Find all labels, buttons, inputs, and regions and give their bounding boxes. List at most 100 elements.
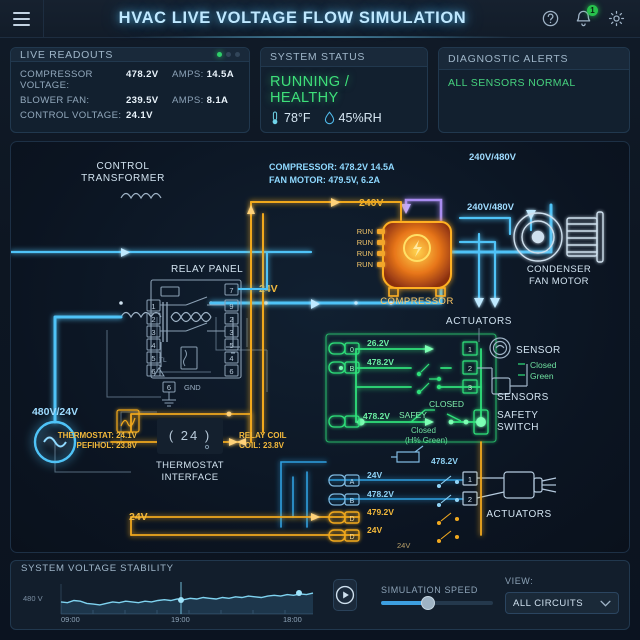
sensors-label: SENSORS [497, 392, 549, 403]
view-label: VIEW: [505, 576, 534, 586]
readout-label: COMPRESSOR VOLTAGE: [20, 69, 93, 91]
voltage-chart[interactable]: SYSTEM VOLTAGE STABILITY 480 V 09:00 19:… [21, 563, 321, 627]
compressor-terminal-label: RUN [357, 249, 373, 258]
thermometer-icon [272, 111, 278, 125]
diagnostic-alerts-body: ALL SENSORS NORMAL [439, 70, 629, 132]
relay-coil-label-1: RELAY COIL [239, 431, 287, 440]
compressor-label: COMPRESSOR [380, 296, 454, 307]
droplet-icon [324, 111, 334, 125]
branch-voltage: 478.2V [367, 357, 394, 367]
relay-terminal: 2 [151, 315, 155, 324]
branch-voltage: 478.2V [363, 411, 390, 421]
readout-row: COMPRESSOR VOLTAGE: 478.2V AMPS: 14.5A [20, 69, 240, 91]
actuator-terminal: 1 [468, 475, 472, 484]
sensor-terminal: 3 [468, 383, 472, 392]
thermostat-voltage-2: PEFIHOL: 23.8V [77, 441, 138, 450]
fan-motor-label-1: CONDENSER [527, 264, 591, 275]
help-circle-icon[interactable] [541, 9, 560, 28]
readout-amps-label: AMPS: [172, 69, 204, 80]
slider-knob[interactable] [421, 596, 435, 610]
lower-branch-voltage: 24V [367, 470, 382, 480]
alert-message: ALL SENSORS NORMAL [448, 77, 576, 89]
fan-motor-label-2: FAN MOTOR [529, 276, 589, 287]
system-status-panel: SYSTEM STATUS RUNNING / HEALTHY 78°F [260, 47, 428, 133]
simulation-speed-label: SIMULATION SPEED [381, 585, 478, 595]
system-status-header: SYSTEM STATUS [261, 48, 427, 67]
relay-terminal: 3 [151, 328, 155, 337]
chevron-down-icon [600, 600, 611, 607]
view-control: VIEW: ALL CIRCUITS [505, 576, 619, 614]
safety-sub-label-2: (H% Green) [405, 436, 448, 445]
thermostat-label-1: THERMOSTAT [156, 460, 224, 471]
diagnostic-alerts-title: DIAGNOSTIC ALERTS [448, 52, 569, 65]
branch-tag: 0 [350, 347, 354, 354]
chart-xtick: 18:00 [283, 615, 302, 622]
branch-tag: B [350, 366, 355, 373]
actuators-label-top: ACTUATORS [446, 316, 512, 327]
safety-closed-label: CLOSED [429, 399, 464, 409]
notification-badge: 1 [587, 5, 598, 16]
branch-voltage: 26.2V [367, 338, 390, 348]
safety-switch-label-1: SAFETY [497, 410, 538, 421]
sensor-terminal: 1 [468, 345, 472, 354]
humidity-reading: 45%RH [324, 111, 382, 125]
relay-terminal: 4 [229, 354, 233, 363]
system-status-body: RUNNING / HEALTHY 78°F 45%RH [261, 67, 427, 132]
readout-amps-value: 14.5A [206, 69, 234, 80]
relay-terminal: 4 [151, 341, 155, 350]
readout-label: CONTROL VOLTAGE: [20, 110, 122, 121]
safety-sub-label-1: Closed [411, 426, 436, 435]
thermostat-display: ( 24 ) [169, 428, 211, 443]
thermostat-label-2: INTERFACE [162, 472, 219, 483]
relay-coil-label-2: COIL: 23.8V [239, 441, 285, 450]
app-header: HVAC LIVE VOLTAGE FLOW SIMULATION 1 [0, 0, 640, 38]
lower-branch-voltage: 478.2V [431, 456, 458, 466]
chart-xtick: 09:00 [61, 615, 80, 622]
hamburger-icon[interactable] [0, 0, 44, 38]
relay-panel-label: RELAY PANEL [171, 264, 243, 275]
live-readouts-title: LIVE READOUTS [20, 48, 114, 61]
summary-panels: LIVE READOUTS COMPRESSOR VOLTAGE: 478.2V… [10, 47, 630, 133]
chart-marker [296, 590, 302, 596]
sensor-state-1: Closed [530, 360, 557, 370]
readout-amps-value: 8.1A [206, 95, 229, 106]
readout-value: 24.1V [126, 110, 153, 121]
relay-terminal: 5 [151, 354, 155, 363]
chart-ylabel: 480 V [23, 594, 43, 603]
control-voltage-label-bottom: 24V [129, 511, 148, 523]
temperature-reading: 78°F [270, 111, 311, 125]
diagnostic-alerts-panel: DIAGNOSTIC ALERTS ALL SENSORS NORMAL [438, 47, 630, 133]
lower-branch-voltage: 479.2V [367, 507, 394, 517]
chart-title: SYSTEM VOLTAGE STABILITY [21, 563, 174, 574]
status-dots [217, 52, 240, 57]
play-circle-icon [335, 585, 355, 605]
bell-icon[interactable]: 1 [574, 5, 598, 28]
footer-controls: SYSTEM VOLTAGE STABILITY 480 V 09:00 19:… [10, 560, 630, 630]
slider-fill [381, 601, 427, 605]
relay-gnd-terminal: 6 [167, 383, 171, 392]
live-readouts-panel: LIVE READOUTS COMPRESSOR VOLTAGE: 478.2V… [10, 47, 250, 133]
chart-area [61, 593, 313, 614]
relay-terminal: 1 [151, 302, 155, 311]
circuit-diagram[interactable]: TL CONTROL TRANSFORMER 480V/24V COMPRESS… [10, 141, 630, 553]
branch-tag: A [350, 479, 355, 486]
simulation-speed-slider[interactable] [381, 596, 493, 610]
safety-switch-label-2: SWITCH [497, 422, 539, 433]
readout-label: BLOWER FAN: [20, 95, 90, 106]
control-voltage-label-mid: 24V [259, 283, 278, 295]
temperature-value: 78°F [284, 111, 311, 125]
sensor-terminal: 2 [468, 364, 472, 373]
play-button[interactable] [333, 579, 357, 611]
branch-tag: D [349, 534, 354, 541]
header-actions: 1 [541, 5, 640, 28]
relay-gnd-label: GND [184, 383, 201, 392]
view-select[interactable]: ALL CIRCUITS [505, 592, 619, 614]
compressor-feed-label: COMPRESSOR: 478.2V 14.5A [269, 162, 395, 172]
gear-icon[interactable] [607, 9, 626, 28]
chart-svg: 480 V 09:00 19:00 18:00 [23, 582, 314, 624]
relay-terminal: 7 [229, 286, 233, 295]
view-select-value: ALL CIRCUITS [513, 597, 584, 609]
branch-tag: D [349, 516, 354, 523]
transformer-tap-label: TL [159, 357, 167, 364]
